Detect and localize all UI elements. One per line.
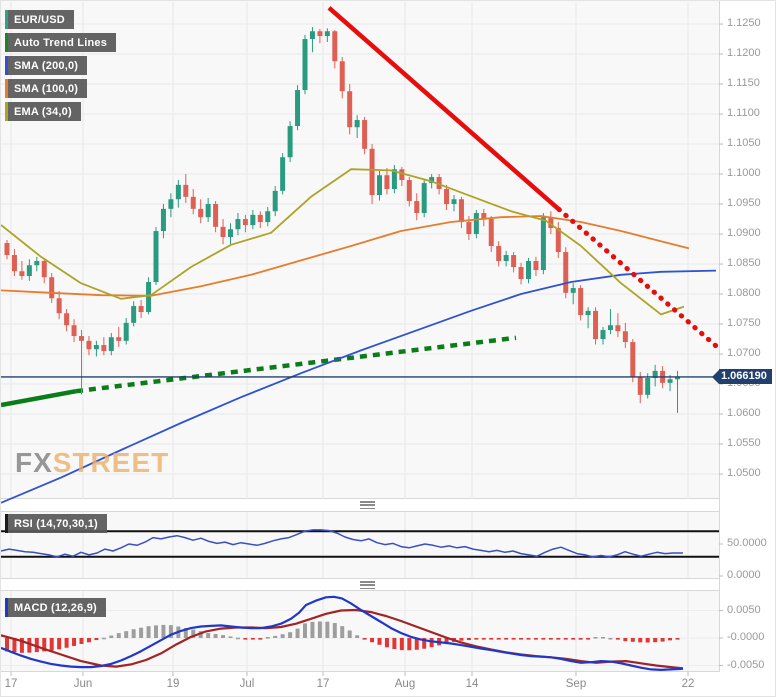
price-axis-label: 1.0600	[727, 407, 761, 420]
indicator-badge-sma100[interactable]: SMA (100,0)	[5, 79, 88, 98]
rsi-badge[interactable]: RSI (14,70,30,1)	[5, 514, 107, 533]
rsi-badge-label: RSI (14,70,30,1)	[14, 517, 98, 530]
x-axis-date-label: 17	[4, 678, 18, 690]
price-badge-arrow-icon	[712, 369, 719, 384]
macd-pane	[1, 590, 719, 672]
plot-border	[719, 1, 720, 672]
indicator-badge-sma200[interactable]: SMA (200,0)	[5, 56, 88, 75]
price-axis-label: 1.1200	[727, 47, 761, 60]
macd-badge[interactable]: MACD (12,26,9)	[5, 598, 106, 617]
price-axis-label: 1.0700	[727, 347, 761, 360]
price-axis-label: 1.1050	[727, 137, 761, 150]
rsi-axis-label: 0.0000	[727, 569, 761, 581]
x-axis-date-label: Jul	[239, 678, 255, 690]
watermark-fx: FX	[15, 447, 53, 478]
watermark-street: STREET	[52, 447, 170, 478]
symbol-badge-label: EUR/USD	[14, 13, 65, 26]
x-axis-date-label: Sep	[565, 678, 587, 690]
price-axis-label: 1.0500	[727, 467, 761, 480]
macd-badge-label: MACD (12,26,9)	[14, 601, 97, 614]
last-price-badge: 1.066190	[712, 369, 772, 384]
x-axis-date-label: 19	[166, 678, 180, 690]
x-axis-date-label: Aug	[394, 678, 416, 690]
pane-resize-handle-icon[interactable]	[360, 581, 375, 589]
price-axis-label: 1.0950	[727, 197, 761, 210]
indicator-badge-trendlines[interactable]: Auto Trend Lines	[5, 33, 117, 52]
x-axis-date-label: 17	[316, 678, 330, 690]
indicator-badge-label: EMA (34,0)	[14, 105, 72, 118]
legend: EUR/USD Auto Trend Lines SMA (200,0) SMA…	[5, 10, 117, 121]
indicator-badge-label: Auto Trend Lines	[14, 36, 108, 49]
price-axis-label: 1.1250	[727, 17, 761, 30]
price-axis-label: 1.1150	[727, 77, 760, 90]
rsi-pane	[1, 511, 719, 579]
price-badge-value: 1.066190	[719, 369, 772, 384]
indicator-badge-label: SMA (200,0)	[14, 59, 79, 72]
indicator-badge-ema34[interactable]: EMA (34,0)	[5, 102, 81, 121]
macd-axis-label: -0.0000	[727, 631, 765, 643]
pane-resize-handle-icon[interactable]	[360, 501, 375, 509]
x-axis-date-label: 14	[465, 678, 479, 690]
price-axis-label: 1.0800	[727, 287, 761, 300]
indicator-badge-label: SMA (100,0)	[14, 82, 79, 95]
price-axis-label: 1.1000	[727, 167, 761, 180]
rsi-axis-label: 50.0000	[727, 537, 767, 549]
macd-axis-label: -0.0050	[727, 658, 765, 671]
x-axis-date-label: Jun	[73, 678, 93, 690]
symbol-badge[interactable]: EUR/USD	[5, 10, 74, 29]
x-axis-date-label: 22	[681, 678, 695, 690]
price-axis-label: 1.1100	[727, 107, 760, 120]
price-axis-label: 1.0850	[727, 257, 761, 270]
fxstreet-watermark: FXSTREET	[15, 447, 169, 479]
macd-axis-label: 0.0050	[727, 603, 761, 616]
price-axis-label: 1.0750	[727, 317, 761, 330]
price-axis-label: 1.0550	[727, 437, 761, 450]
price-axis-label: 1.0900	[727, 227, 761, 240]
